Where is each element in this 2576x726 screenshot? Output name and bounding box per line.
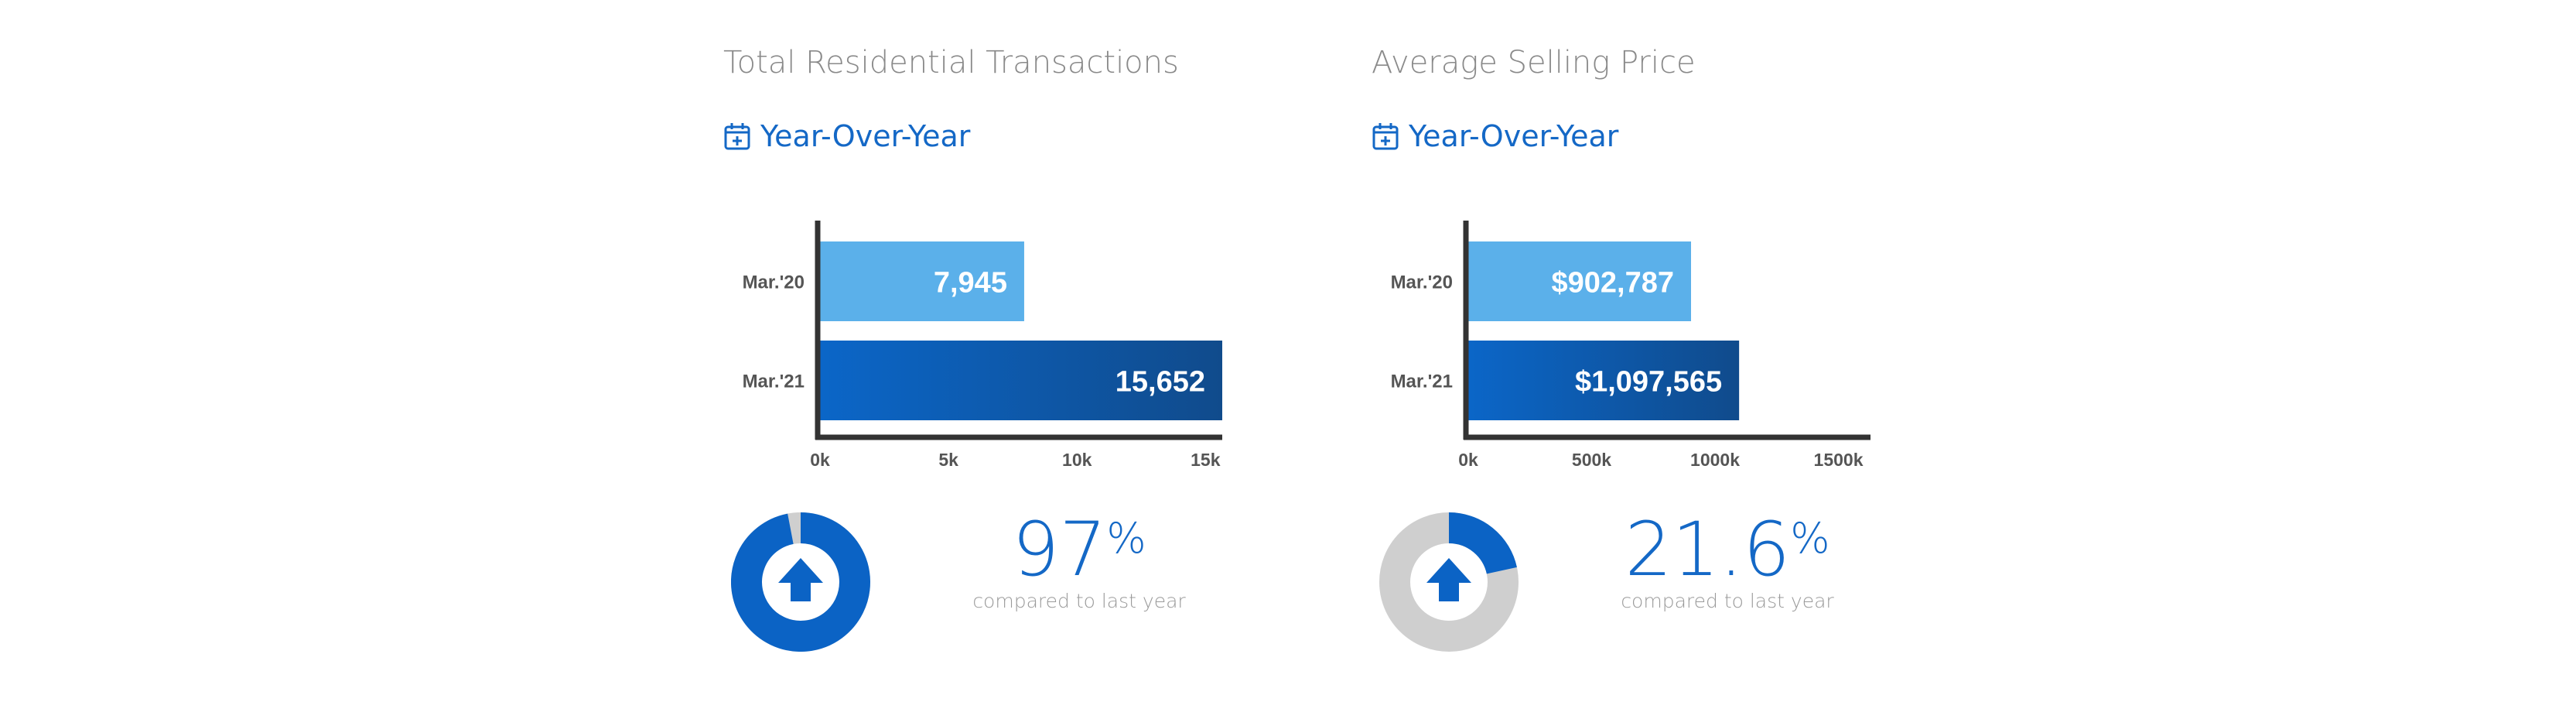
percent-unit: %: [1790, 514, 1830, 563]
percent-value: 21.6: [1625, 506, 1791, 593]
period-selector[interactable]: Year-Over-Year: [723, 116, 970, 156]
donut-chart-average-price: [1379, 512, 1519, 652]
comparison-caption: compared to last year: [1621, 590, 1834, 612]
panel-title: Average Selling Price: [1372, 45, 1696, 80]
category-label-1: Mar.'21: [1391, 372, 1453, 392]
x-tick-label-1: 5k: [938, 450, 958, 470]
value-label-1: $1,097,565: [1575, 366, 1722, 399]
calendar-plus-icon: [724, 123, 750, 150]
panel-title: Total Residential Transactions: [723, 45, 1179, 80]
x-tick-label-1: 500k: [1572, 450, 1611, 470]
percent-unit: %: [1106, 514, 1146, 563]
panel-total-transactions: Total Residential Transactions Year-Over…: [723, 0, 1358, 726]
bar-chart-transactions: Mar.'20 7,945 Mar.'21 15,652 0k 5k 10k 15k: [743, 221, 1222, 470]
bar-chart-average-price: Mar.'20 $902,787 Mar.'21 $1,097,565 0k 500k 10…: [1391, 221, 1871, 470]
comparison-caption: compared to last year: [972, 590, 1186, 612]
x-tick-label-0: 0k: [1458, 450, 1478, 470]
percent-change: 21.6% compared to last year: [1604, 511, 1851, 612]
value-label-0: $902,787: [1552, 267, 1675, 300]
donut-fill-arc: [731, 512, 870, 652]
arrow-up-icon: [778, 558, 823, 601]
donut-fill-arc: [1448, 512, 1517, 575]
percent-change: 97% compared to last year: [955, 511, 1203, 612]
bar-1: [1468, 341, 1740, 420]
period-label: Year-Over-Year: [760, 119, 971, 153]
bar-1: [820, 341, 1222, 420]
percent-value: 97: [1012, 506, 1107, 593]
panel-average-price: Average Selling Price Year-Over-Year Mar…: [1372, 0, 2006, 726]
x-tick-label-3: 15k: [1191, 450, 1221, 470]
donut-chart-transactions: [731, 512, 870, 652]
period-label: Year-Over-Year: [1409, 119, 1619, 153]
category-label-0: Mar.'20: [743, 272, 805, 293]
value-label-0: 7,945: [934, 267, 1007, 300]
x-tick-label-2: 10k: [1062, 450, 1092, 470]
bar-0: [820, 241, 1024, 321]
x-tick-label-0: 0k: [810, 450, 830, 470]
arrow-up-icon: [1426, 558, 1471, 601]
x-tick-label-2: 1000k: [1690, 450, 1740, 470]
category-label-0: Mar.'20: [1391, 272, 1453, 293]
bar-0: [1468, 241, 1692, 321]
x-tick-label-3: 1500k: [1814, 450, 1864, 470]
category-label-1: Mar.'21: [743, 372, 805, 392]
value-label-1: 15,652: [1115, 366, 1205, 399]
period-selector[interactable]: Year-Over-Year: [1372, 116, 1618, 156]
calendar-plus-icon: [1372, 123, 1399, 150]
